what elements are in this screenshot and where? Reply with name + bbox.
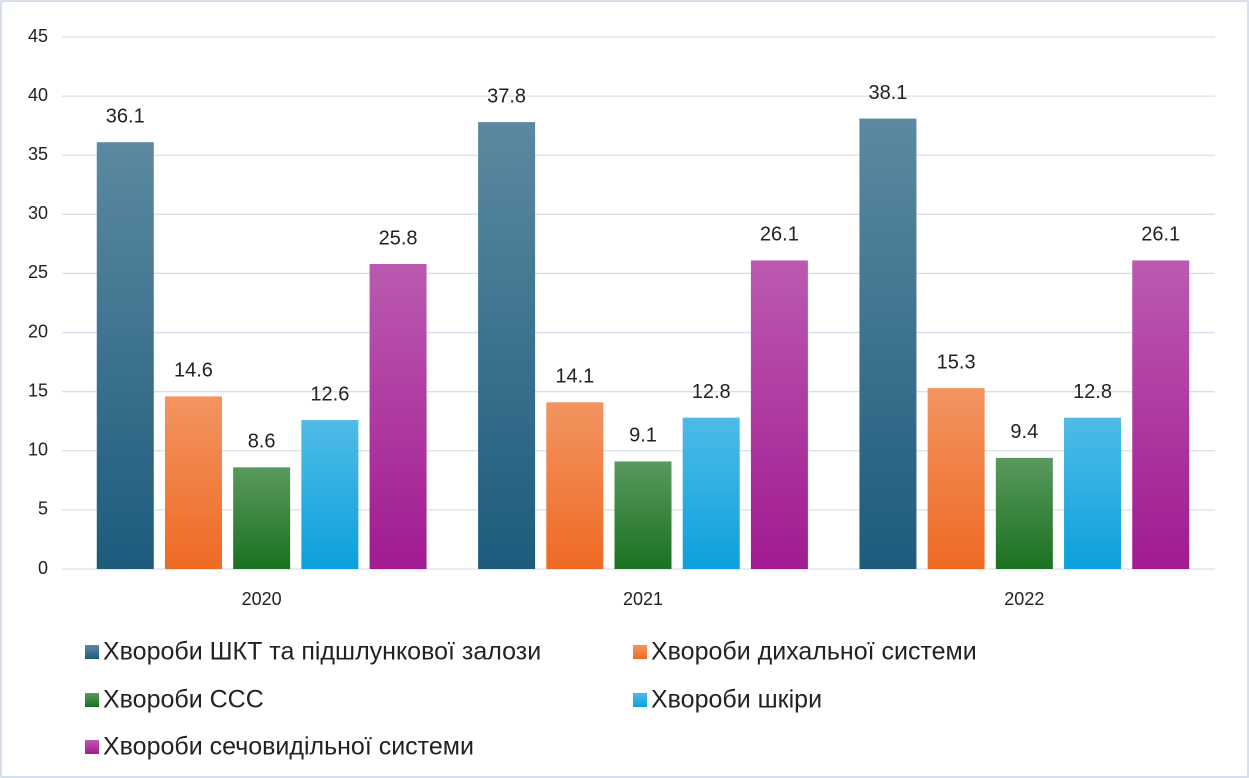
bar [301, 420, 359, 569]
data-label: 25.8 [379, 227, 418, 249]
data-label: 26.1 [760, 224, 799, 246]
legend-label: Хвороби дихальної системи [651, 638, 977, 666]
bar [927, 388, 985, 569]
bar [750, 260, 808, 569]
y-tick-label: 15 [28, 380, 48, 400]
bar [164, 396, 222, 569]
data-label: 14.1 [555, 366, 594, 388]
bar [859, 118, 917, 569]
x-tick-label: 2020 [242, 589, 282, 609]
data-label: 12.8 [692, 381, 731, 403]
legend-swatch [85, 645, 99, 659]
data-label: 12.8 [1073, 381, 1112, 403]
data-label: 37.8 [487, 85, 526, 107]
legend-swatch [85, 740, 99, 754]
y-tick-label: 30 [28, 203, 48, 223]
x-tick-label: 2022 [1004, 589, 1044, 609]
legend-swatch [85, 693, 99, 707]
data-label: 15.3 [937, 351, 976, 373]
bar [1064, 417, 1122, 569]
bar [233, 467, 291, 569]
data-label: 36.1 [106, 105, 145, 127]
bar [478, 122, 536, 570]
y-tick-label: 5 [38, 499, 48, 519]
legend-swatch [633, 645, 647, 659]
data-label: 8.6 [248, 431, 276, 453]
y-tick-label: 35 [28, 144, 48, 164]
data-label: 14.6 [174, 360, 213, 382]
legend-swatch [633, 693, 647, 707]
bar [614, 461, 672, 569]
data-label: 9.4 [1010, 421, 1038, 443]
bar [546, 402, 604, 569]
legend-label: Хвороби сечовидільної системи [103, 733, 474, 761]
bar [96, 142, 154, 569]
data-label: 38.1 [868, 82, 907, 104]
legend-label: Хвороби ССС [103, 686, 264, 714]
y-tick-label: 45 [28, 26, 48, 46]
data-label: 26.1 [1141, 224, 1180, 246]
y-tick-label: 40 [28, 85, 48, 105]
y-tick-label: 0 [38, 558, 48, 578]
legend-label: Хвороби ШКТ та підшлункової залози [103, 638, 541, 666]
legend-label: Хвороби шкіри [651, 686, 822, 714]
y-tick-label: 25 [28, 262, 48, 282]
bar [682, 417, 740, 569]
y-tick-label: 20 [28, 321, 48, 341]
data-label: 12.6 [310, 383, 349, 405]
y-tick-label: 10 [28, 440, 48, 460]
x-tick-label: 2021 [623, 589, 663, 609]
bar [1132, 260, 1190, 569]
bar [995, 457, 1053, 569]
bar [369, 263, 427, 569]
data-label: 9.1 [629, 425, 657, 447]
